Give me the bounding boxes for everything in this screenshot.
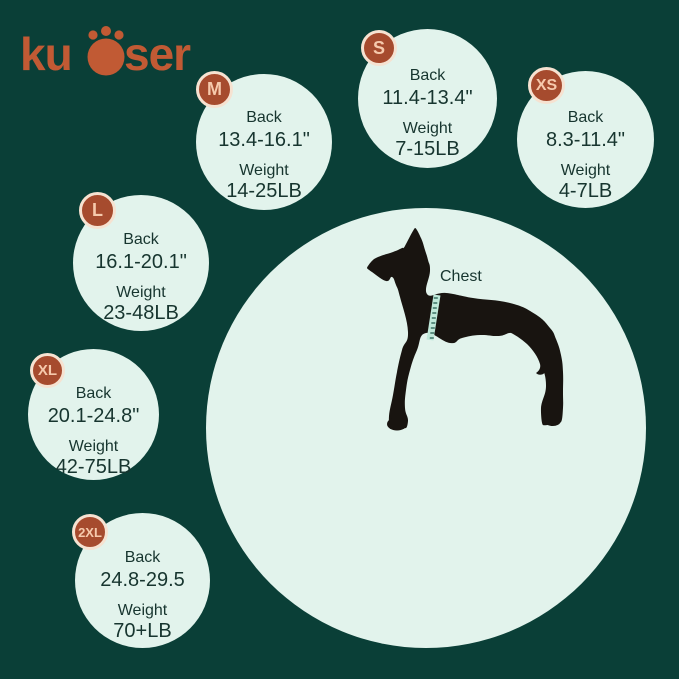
svg-text:ser: ser <box>124 28 191 80</box>
svg-text:ku: ku <box>20 28 72 80</box>
